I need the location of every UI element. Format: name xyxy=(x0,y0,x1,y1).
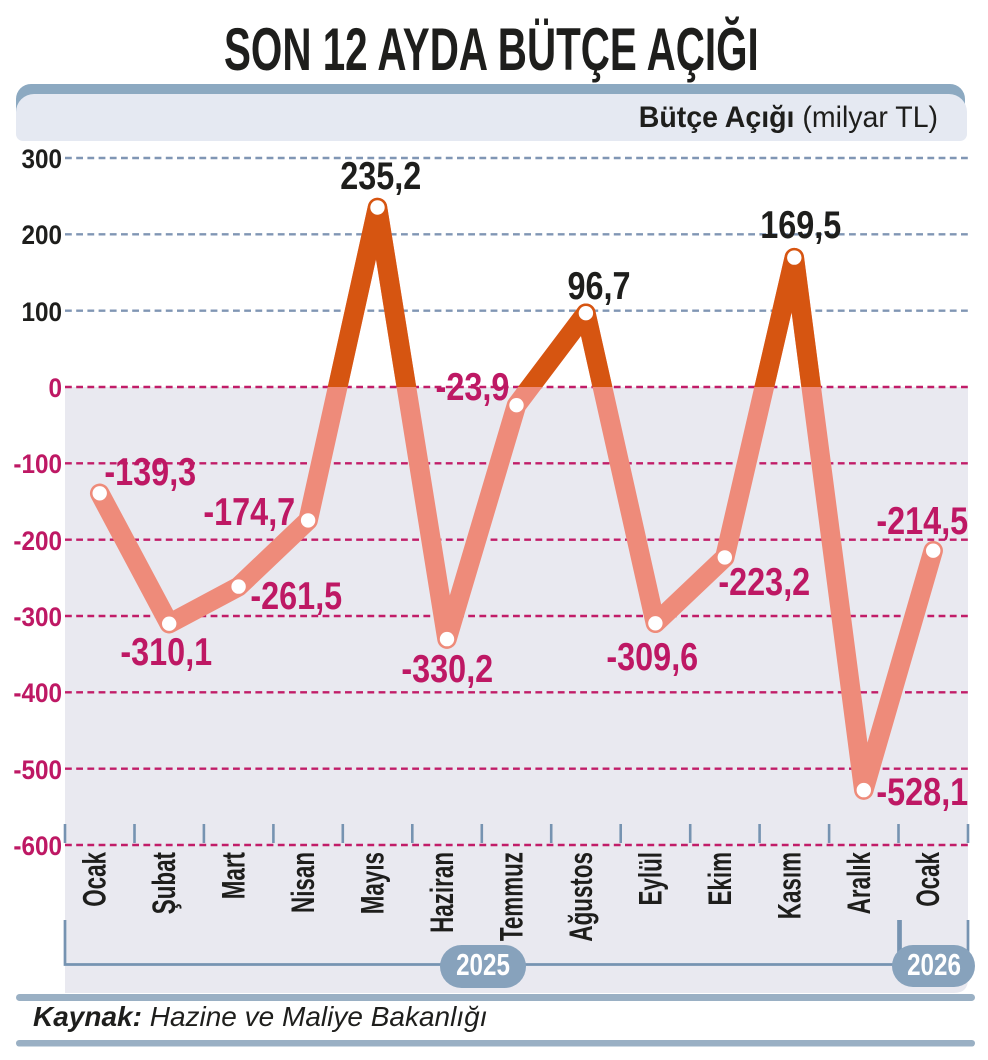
svg-text:Ocak: Ocak xyxy=(910,851,946,906)
svg-text:Ağustos: Ağustos xyxy=(563,852,599,942)
svg-text:Temmuz: Temmuz xyxy=(494,852,530,941)
svg-text:Ekim: Ekim xyxy=(702,852,738,906)
svg-text:Mayıs: Mayıs xyxy=(355,852,391,914)
svg-text:Nisan: Nisan xyxy=(285,852,321,913)
svg-text:Kasım: Kasım xyxy=(771,852,807,919)
svg-text:Şubat: Şubat xyxy=(146,852,182,914)
svg-text:Mart: Mart xyxy=(216,852,252,899)
svg-text:Ocak: Ocak xyxy=(77,851,113,906)
svg-text:Eylül: Eylül xyxy=(632,852,668,906)
svg-text:Haziran: Haziran xyxy=(424,852,460,933)
svg-text:Aralık: Aralık xyxy=(841,851,877,914)
